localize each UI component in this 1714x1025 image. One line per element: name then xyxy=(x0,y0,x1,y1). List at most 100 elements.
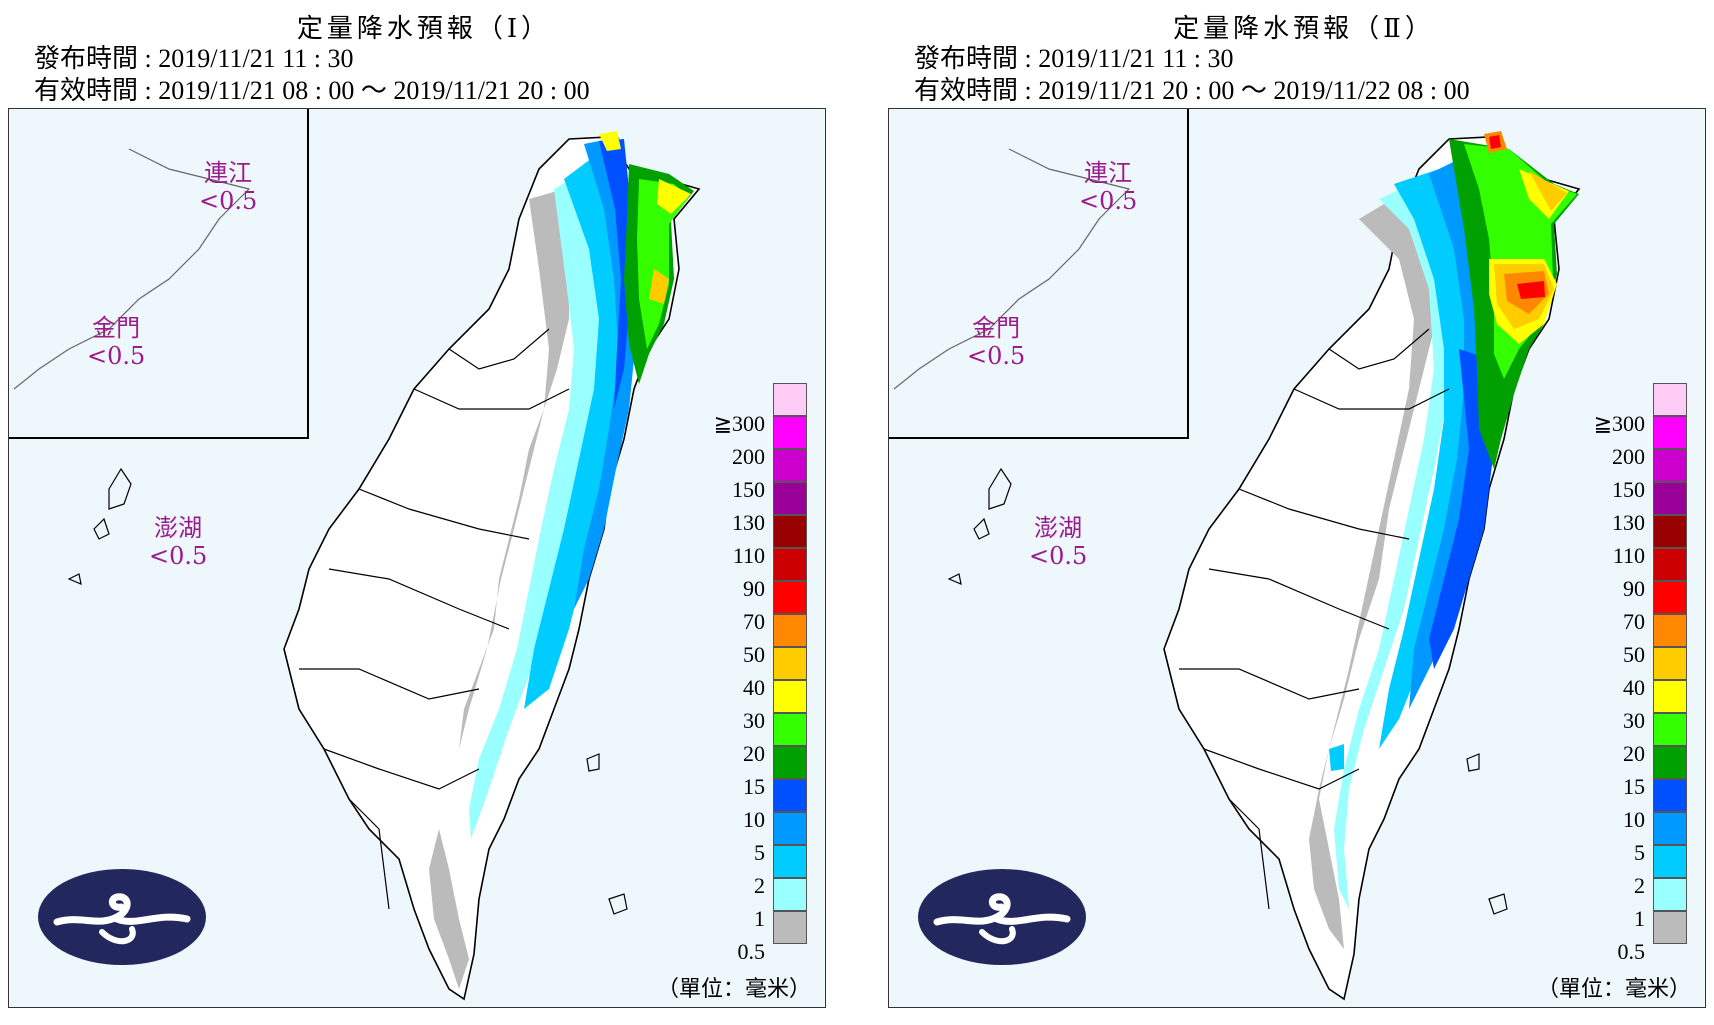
legend-swatch xyxy=(1653,482,1687,515)
legend-level: 30 xyxy=(1623,708,1645,733)
legend-swatch xyxy=(1653,779,1687,812)
legend-swatch xyxy=(773,713,807,746)
legend-swatch xyxy=(1653,911,1687,944)
valid-time: 有效時間 : 2019/11/21 08 : 00 ～ 2019/11/21 2… xyxy=(34,76,590,105)
legend-level: 15 xyxy=(743,774,765,799)
legend-swatch xyxy=(773,878,807,911)
legend-swatch xyxy=(1653,449,1687,482)
rain-area-20 xyxy=(637,179,689,349)
legend-level: 70 xyxy=(743,609,765,634)
rainfall-map: 連江 <0.5 金門 <0.5 澎湖 <0.5 xyxy=(8,108,826,1008)
orchid-island xyxy=(608,893,628,915)
rainfall-map: 連江 <0.5 金門 <0.5 澎湖 <0.5 xyxy=(888,108,1706,1008)
legend-level: 2 xyxy=(1634,873,1645,898)
legend-swatch xyxy=(773,680,807,713)
legend-swatch xyxy=(773,911,807,944)
china-coast xyxy=(893,148,1131,390)
rain-area-2 xyxy=(1379,164,1479,749)
cwb-logo xyxy=(918,869,1086,965)
rain-area-1 xyxy=(469,169,609,839)
legend-level: 50 xyxy=(743,642,765,667)
rain-area-0.5 xyxy=(1309,189,1439,949)
legend-level: 130 xyxy=(1612,510,1645,535)
legend-swatch xyxy=(773,515,807,548)
rain-area-2b xyxy=(1329,744,1344,771)
legend-level: 5 xyxy=(754,840,765,865)
unit-label: （單位：毫米） xyxy=(656,977,811,1002)
outer-islands-inset xyxy=(889,109,1189,439)
legend-level: 20 xyxy=(743,741,765,766)
legend-swatch xyxy=(1653,383,1687,416)
rainfall-legend xyxy=(773,383,809,944)
penghu-islands xyxy=(67,467,132,585)
valid-time: 有效時間 : 2019/11/21 20 : 00 ～ 2019/11/22 0… xyxy=(914,76,1470,105)
legend-swatch xyxy=(773,449,807,482)
lienchiang-label: 連江 <0.5 xyxy=(199,159,258,215)
legend-level: 150 xyxy=(732,477,765,502)
legend-swatch xyxy=(1653,614,1687,647)
legend-swatch xyxy=(1653,515,1687,548)
legend-level: 90 xyxy=(1623,576,1645,601)
legend-level: 200 xyxy=(732,444,765,469)
legend-swatch xyxy=(773,845,807,878)
green-island xyxy=(1466,753,1480,772)
rain-area-30b xyxy=(599,131,621,151)
legend-level: 10 xyxy=(743,807,765,832)
legend-swatch xyxy=(1653,746,1687,779)
penghu-label: 澎湖 <0.5 xyxy=(149,514,208,570)
issue-time: 發布時間 : 2019/11/21 11 : 30 xyxy=(914,44,1234,73)
legend-level: 2 xyxy=(754,873,765,898)
legend-swatch xyxy=(1653,680,1687,713)
legend-swatch xyxy=(773,383,807,416)
legend-level: ≧300 xyxy=(1593,411,1645,436)
legend-swatch xyxy=(773,614,807,647)
legend-swatch xyxy=(1653,581,1687,614)
green-island xyxy=(586,753,600,772)
county-borders xyxy=(1179,328,1450,910)
rain-area-0.5 xyxy=(429,189,569,989)
legend-level: ≧300 xyxy=(713,411,765,436)
legend-level: 40 xyxy=(1623,675,1645,700)
cwb-logo xyxy=(38,869,206,965)
taiwan-map xyxy=(13,131,701,1001)
legend-swatch xyxy=(773,647,807,680)
rain-area-1 xyxy=(1334,174,1454,909)
rain-area-10 xyxy=(1429,349,1494,669)
legend-swatch xyxy=(1653,812,1687,845)
legend-level: 90 xyxy=(743,576,765,601)
legend-swatch xyxy=(1653,548,1687,581)
rain-area-10 xyxy=(599,139,631,409)
legend-swatch xyxy=(773,548,807,581)
rain-area-40 xyxy=(649,269,669,304)
legend-level: 10 xyxy=(1623,807,1645,832)
legend-swatch xyxy=(773,416,807,449)
county-borders xyxy=(299,328,570,910)
legend-level: 5 xyxy=(1634,840,1645,865)
legend-swatch xyxy=(1653,713,1687,746)
legend-level: 130 xyxy=(732,510,765,535)
forecast-panel-2: 定量降水預報（Ⅱ） 發布時間 : 2019/11/21 11 : 30 有效時間… xyxy=(880,0,1714,1025)
panel-title: 定量降水預報（Ⅱ） xyxy=(1173,14,1435,44)
lienchiang-label: 連江 <0.5 xyxy=(1079,159,1138,215)
kinmen-label: 金門 <0.5 xyxy=(967,314,1026,370)
legend-level: 150 xyxy=(1612,477,1645,502)
china-coast xyxy=(13,148,251,390)
penghu-islands xyxy=(947,467,1012,585)
issue-time: 發布時間 : 2019/11/21 11 : 30 xyxy=(34,44,354,73)
legend-level: 0.5 xyxy=(737,939,766,964)
legend-swatch xyxy=(773,581,807,614)
legend-level: 110 xyxy=(732,543,765,568)
legend-swatch xyxy=(773,482,807,515)
legend-level: 200 xyxy=(1612,444,1645,469)
legend-level: 0.5 xyxy=(1617,939,1646,964)
legend-level: 20 xyxy=(1623,741,1645,766)
legend-level: 30 xyxy=(743,708,765,733)
rainfall-legend xyxy=(1653,383,1689,944)
legend-level: 50 xyxy=(1623,642,1645,667)
legend-level: 15 xyxy=(1623,774,1645,799)
taiwan-map xyxy=(893,131,1581,1001)
forecast-panel-1: 定量降水預報（Ⅰ） 發布時間 : 2019/11/21 11 : 30 有效時間… xyxy=(0,0,848,1025)
legend-swatch xyxy=(773,812,807,845)
legend-swatch xyxy=(773,779,807,812)
legend-level: 110 xyxy=(1612,543,1645,568)
